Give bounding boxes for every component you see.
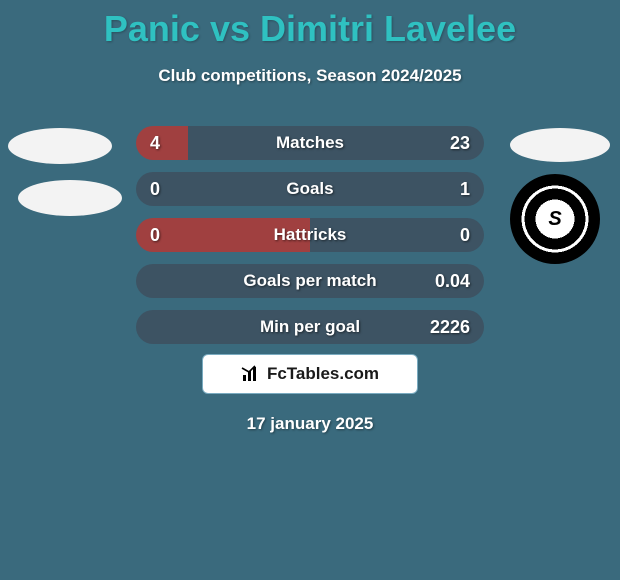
page-title: Panic vs Dimitri Lavelee bbox=[0, 0, 620, 50]
club-right-badge: S bbox=[510, 174, 600, 264]
brand-text: FcTables.com bbox=[267, 364, 379, 384]
club-left-badge bbox=[18, 180, 122, 216]
brand-box[interactable]: FcTables.com bbox=[202, 354, 418, 394]
stat-label: Min per goal bbox=[136, 317, 484, 337]
comparison-area: S 423Matches 01Goals 00Hattricks 0.04Goals … bbox=[0, 126, 620, 336]
club-right-badge-letter: S bbox=[538, 202, 572, 236]
subtitle: Club competitions, Season 2024/2025 bbox=[0, 66, 620, 86]
stat-label: Hattricks bbox=[136, 225, 484, 245]
stat-bar: 0.04Goals per match bbox=[136, 264, 484, 298]
stat-bar: 01Goals bbox=[136, 172, 484, 206]
player-right-avatar bbox=[510, 128, 610, 162]
stat-label: Matches bbox=[136, 133, 484, 153]
date-text: 17 january 2025 bbox=[0, 414, 620, 434]
player-left-avatar bbox=[8, 128, 112, 164]
stat-bar: 423Matches bbox=[136, 126, 484, 160]
stat-label: Goals bbox=[136, 179, 484, 199]
stat-bar: 00Hattricks bbox=[136, 218, 484, 252]
stat-bars: 423Matches 01Goals 00Hattricks 0.04Goals pe… bbox=[136, 126, 484, 356]
barchart-icon bbox=[241, 365, 261, 383]
stat-bar: 2226Min per goal bbox=[136, 310, 484, 344]
stat-label: Goals per match bbox=[136, 271, 484, 291]
